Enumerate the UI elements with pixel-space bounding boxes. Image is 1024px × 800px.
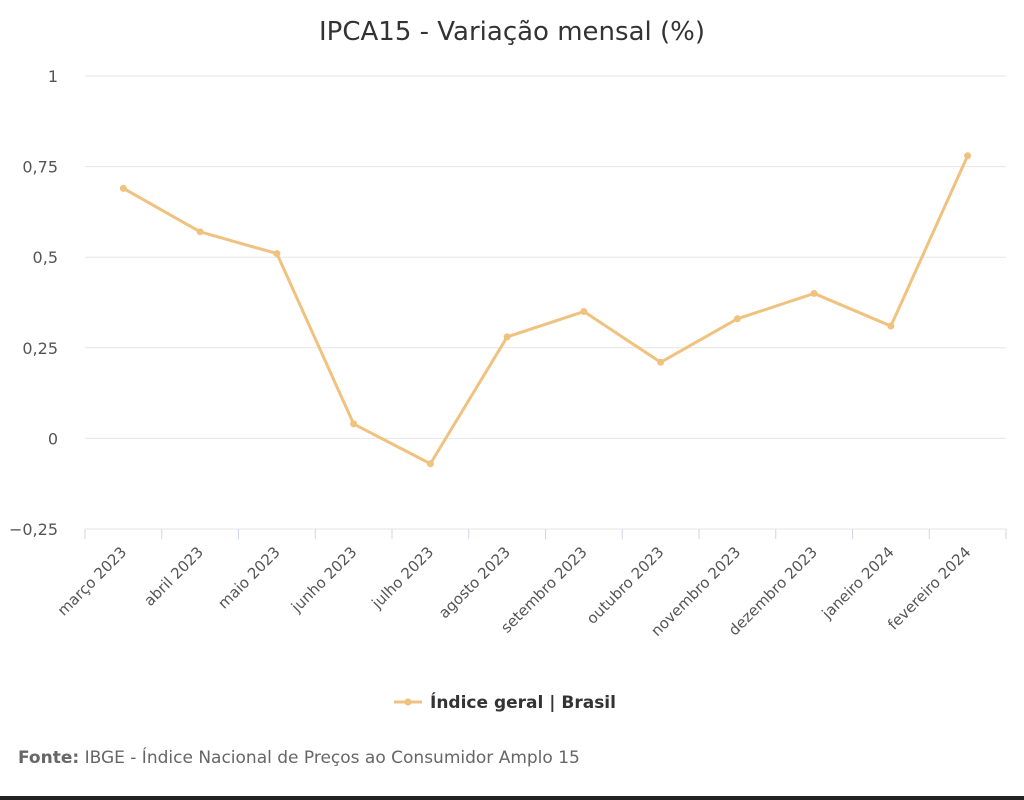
legend-label: Índice geral | Brasil [430, 691, 616, 713]
y-tick-label: 0,75 [22, 158, 58, 177]
data-point[interactable] [810, 289, 818, 297]
y-tick-label: −0,25 [9, 520, 58, 539]
x-tick-label: abril 2023 [140, 543, 207, 610]
data-point[interactable] [733, 315, 741, 323]
chart-title: IPCA15 - Variação mensal (%) [319, 17, 705, 47]
line-chart: IPCA15 - Variação mensal (%) 1 0,75 0,5 0,2… [9, 17, 1007, 713]
legend-point-marker [404, 698, 412, 706]
legend[interactable]: Índice geral | Brasil [394, 691, 616, 713]
y-tick-label: 0,5 [33, 248, 58, 267]
data-point[interactable] [119, 184, 127, 192]
bottom-divider [0, 796, 1024, 800]
data-point[interactable] [196, 228, 204, 236]
x-tick-label: agosto 2023 [435, 543, 514, 622]
data-point[interactable] [503, 333, 511, 341]
series-layer [119, 152, 972, 468]
x-tick-label: outubro 2023 [583, 543, 668, 628]
y-tick-label: 0,25 [22, 339, 58, 358]
data-point[interactable] [657, 358, 665, 366]
source-text: IBGE - Índice Nacional de Preços ao Cons… [84, 748, 580, 768]
y-tick-label: 0 [48, 429, 58, 448]
x-tick-label: janeiro 2024 [818, 543, 898, 623]
data-point[interactable] [580, 308, 588, 316]
x-tick-label: junho 2023 [287, 543, 360, 616]
data-point[interactable] [887, 322, 895, 330]
x-tick-label: março 2023 [54, 543, 130, 619]
source-label: Fonte: [18, 748, 80, 768]
x-tick-label: julho 2023 [368, 543, 438, 613]
data-point[interactable] [964, 152, 972, 160]
data-point[interactable] [350, 420, 358, 428]
x-axis: março 2023 abril 2023 maio 2023 junho 2023 j… [54, 529, 1007, 640]
x-tick-label: fevereiro 2024 [884, 543, 974, 633]
data-point[interactable] [273, 250, 281, 258]
series-line [122, 155, 969, 466]
x-tick-label: maio 2023 [214, 543, 283, 612]
y-tick-label: 1 [48, 67, 58, 86]
grid-layer: 1 0,75 0,5 0,25 0 −0,25 [9, 67, 1006, 539]
source-note: Fonte: IBGE - Índice Nacional de Preços … [18, 748, 580, 768]
data-point[interactable] [426, 460, 434, 468]
